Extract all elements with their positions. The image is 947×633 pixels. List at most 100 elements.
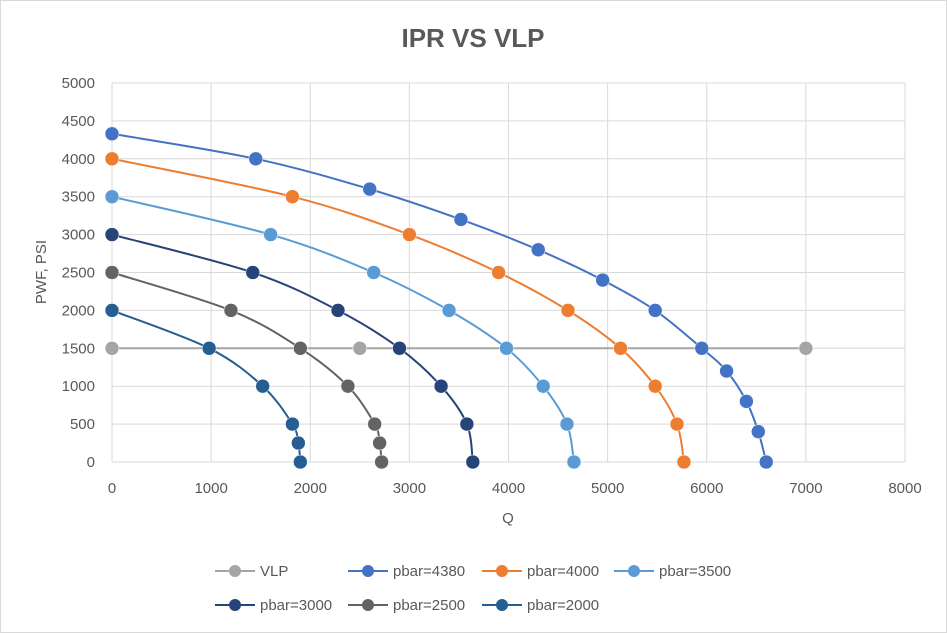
y-tick-label: 3000 [62,227,95,244]
data-point [104,151,120,167]
legend-marker [229,599,241,611]
series-pbar-4380 [104,126,774,470]
legend-item: pbar=2500 [348,597,465,614]
series-pbar-2500 [104,265,389,470]
data-point [372,435,387,451]
y-tick-label: 500 [70,416,95,433]
x-tick-label: 8000 [888,480,921,497]
legend-label: pbar=3500 [659,563,731,580]
y-tick-label: 2500 [62,265,95,282]
x-tick-label: 3000 [393,480,426,497]
data-point [751,424,766,439]
data-point [669,416,685,432]
series-pbar-3500 [104,189,582,470]
data-point [340,378,356,394]
x-tick-label: 6000 [690,480,723,497]
data-point [566,454,582,470]
y-tick-label: 4000 [62,151,95,168]
legend-label: pbar=2500 [393,597,465,614]
data-point [402,227,417,242]
series-pbar-4000 [104,151,692,470]
legend-marker [496,565,508,577]
y-tick-label: 0 [87,454,95,471]
data-point [694,341,710,356]
data-point [248,151,263,167]
series-pbar-3000 [104,227,481,470]
y-tick-label: 1000 [62,378,95,395]
legend-marker [229,565,241,577]
series-line [111,271,383,463]
legend-label: VLP [260,563,288,580]
data-point [367,416,382,432]
x-tick-label: 4000 [492,480,525,497]
data-point [291,435,306,451]
x-axis-title: Q [502,510,514,527]
data-point [676,454,692,470]
data-point [647,303,663,318]
legend-marker [362,599,374,611]
data-point [201,341,217,356]
x-tick-label: 2000 [294,480,327,497]
data-point [352,341,368,356]
data-point [491,265,506,280]
data-point [499,341,514,356]
legend: VLP pbar=4380 pbar=4000 pbar=3500 pbar=3000 p… [215,563,731,614]
series-line [111,132,768,463]
data-point [719,363,734,379]
data-point [535,378,551,394]
data-point [441,303,457,318]
data-point [739,394,754,409]
legend-label: pbar=2000 [527,597,599,614]
data-point [104,265,120,280]
data-point [330,303,346,318]
x-tick-label: 1000 [194,480,227,497]
data-point [263,227,278,242]
data-point [613,341,628,356]
data-point [104,341,120,356]
data-point [758,454,774,470]
legend-marker [362,565,374,577]
x-tick-label: 7000 [789,480,822,497]
y-axis-title: PWF, PSI [33,240,50,304]
data-point [223,303,239,318]
y-tick-label: 4500 [62,113,95,130]
data-point [104,126,120,142]
legend-item: pbar=4380 [348,563,465,580]
legend-item: pbar=3000 [215,597,332,614]
data-point [559,416,575,432]
data-point [647,378,663,394]
data-point [560,303,576,318]
data-point [293,341,308,356]
data-point [459,416,475,432]
data-point [245,265,261,280]
legend-label: pbar=4380 [393,563,465,580]
data-point [433,378,449,394]
data-point [392,341,407,356]
legend-label: pbar=3000 [260,597,332,614]
data-point [366,265,381,280]
data-point [530,242,546,258]
data-point [374,454,389,470]
legend-marker [628,565,640,577]
y-tick-label: 5000 [62,75,95,92]
data-point [798,341,814,356]
y-tick-label: 1500 [62,340,95,357]
data-point [453,212,469,227]
data-point [293,454,308,470]
data-point [285,189,300,204]
x-tick-label: 5000 [591,480,624,497]
y-tick-label: 3500 [62,189,95,206]
data-point [285,416,300,432]
x-tick-label: 0 [108,480,116,497]
legend-item: pbar=2000 [482,597,599,614]
grid [111,82,906,463]
data-point [362,181,377,197]
y-axis-ticks: 0 500 1000 1500 2000 2500 3000 3500 4000 4500 5000 [62,75,95,471]
legend-item: pbar=4000 [482,563,599,580]
data-point [104,227,120,242]
data-point [104,303,120,318]
legend-label: pbar=4000 [527,563,599,580]
data-point [465,454,481,470]
